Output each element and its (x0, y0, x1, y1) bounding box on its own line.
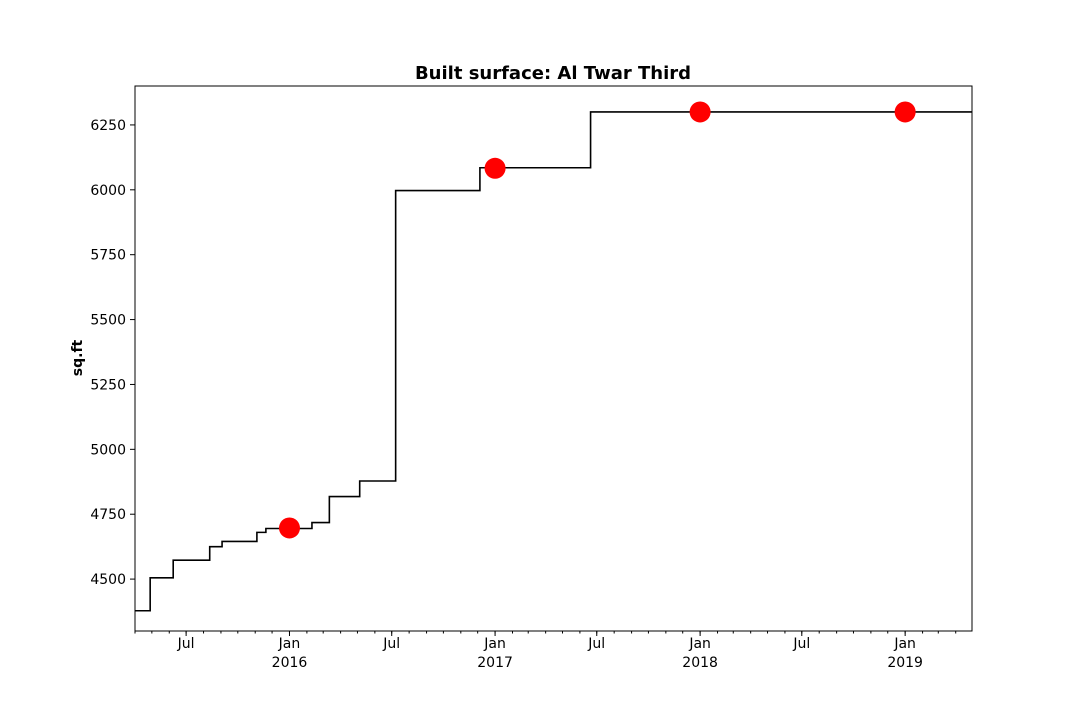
y-tick-label: 4500 (90, 572, 126, 588)
y-tick-label: 5500 (90, 313, 126, 329)
x-tick-year-label: 2017 (477, 655, 513, 671)
y-tick-label: 5000 (90, 442, 126, 458)
chart-title: Built surface: Al Twar Third (415, 63, 691, 84)
x-tick-label: Jul (382, 636, 400, 652)
y-tick-label: 4750 (90, 507, 126, 523)
step-line-series (135, 111, 972, 612)
x-tick-label: Jul (792, 636, 810, 652)
y-tick-label: 5750 (90, 248, 126, 264)
y-tick-label: 6000 (90, 183, 126, 199)
scatter-point (484, 157, 506, 179)
y-tick-label: 6250 (90, 118, 126, 134)
y-axis-label: sq.ft (70, 339, 86, 376)
plot-frame (134, 85, 973, 632)
x-tick-year-label: 2019 (887, 655, 923, 671)
x-tick-label: Jan (278, 636, 301, 652)
scatter-point (278, 517, 300, 539)
x-tick-label: Jan (688, 636, 711, 652)
x-tick-label: Jul (177, 636, 195, 652)
x-tick-year-label: 2018 (682, 655, 718, 671)
x-tick-label: Jul (587, 636, 605, 652)
x-tick-year-label: 2016 (272, 655, 308, 671)
scatter-point (689, 101, 711, 123)
y-tick-label: 5250 (90, 377, 126, 393)
plot-area: 4500 4750 5000 5250 5500 5750 6000 6250 Jul Jan 20… (90, 85, 973, 671)
x-tick-label: Jan (483, 636, 506, 652)
scatter-point (894, 101, 916, 123)
x-tick-label: Jan (893, 636, 916, 652)
